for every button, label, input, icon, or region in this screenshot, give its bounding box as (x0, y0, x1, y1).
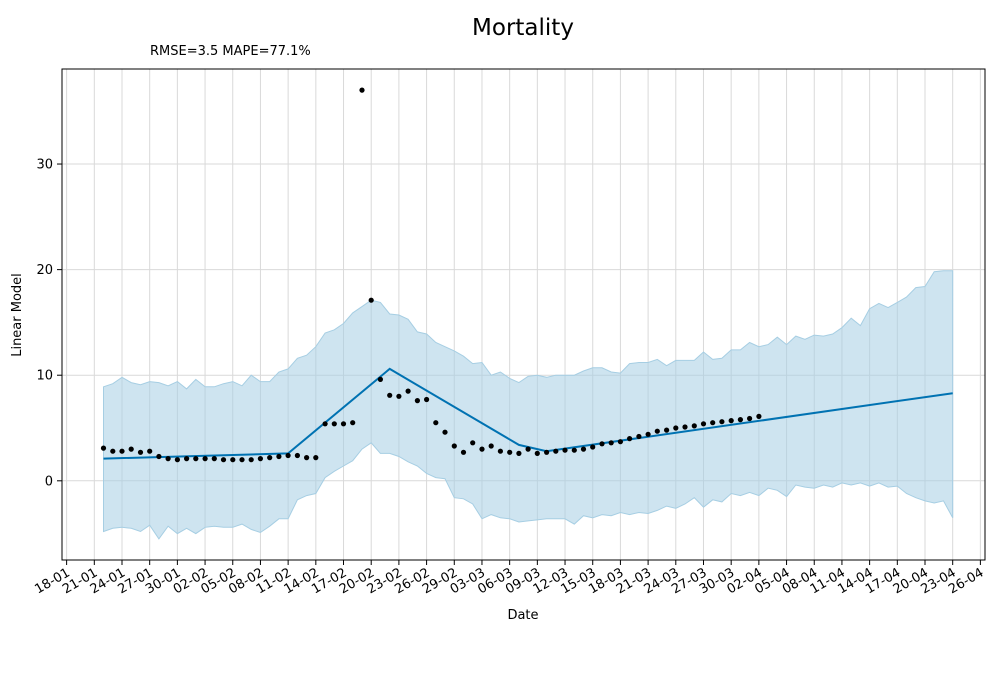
observed-point (534, 450, 540, 456)
observed-point (424, 396, 430, 403)
uncertainty-band-layer (103, 270, 954, 540)
observed-point (359, 87, 365, 93)
y-axis-title: Linear Model (10, 273, 25, 357)
observed-point (405, 388, 411, 394)
observed-points-layer (100, 87, 762, 463)
observed-point (313, 455, 319, 461)
observed-point (220, 457, 227, 463)
observed-point (147, 448, 153, 454)
observed-point (645, 431, 651, 437)
observed-point (137, 449, 144, 455)
observed-point (230, 457, 236, 463)
observed-point (516, 450, 522, 456)
observed-point (202, 456, 208, 462)
trend-line-layer (103, 367, 953, 460)
observed-point (553, 448, 559, 454)
observed-point (544, 449, 550, 455)
observed-point (571, 447, 577, 453)
plot-area-frame (61, 68, 986, 561)
observed-point (451, 443, 457, 449)
x-axis-ticks: 18-0121-0124-0127-0130-0102-0205-0208-02… (32, 560, 986, 597)
observed-point (387, 392, 393, 398)
observed-point (340, 421, 347, 427)
observed-point (700, 421, 707, 427)
observed-point (737, 417, 744, 423)
observed-point (128, 446, 134, 452)
y-tick-label: 20 (36, 263, 53, 278)
observed-point (377, 376, 383, 382)
chart-title: Mortality (472, 15, 574, 41)
trend-line (103, 367, 953, 460)
observed-point (165, 456, 171, 462)
observed-point (442, 429, 448, 435)
observed-point (590, 444, 596, 450)
observed-point (599, 441, 605, 447)
observed-point (664, 427, 670, 433)
observed-point (608, 440, 614, 446)
observed-point (479, 446, 485, 452)
observed-point (294, 452, 300, 459)
observed-point (627, 436, 633, 442)
observed-point (488, 443, 494, 449)
observed-point (174, 457, 180, 463)
observed-point (100, 445, 107, 451)
observed-point (110, 448, 116, 454)
observed-point (267, 455, 273, 461)
observed-point (756, 413, 762, 419)
observed-point (248, 457, 254, 463)
observed-point (507, 449, 513, 455)
y-tick-label: 30 (36, 158, 53, 173)
observed-point (728, 418, 734, 424)
observed-point (276, 453, 282, 460)
observed-point (636, 433, 642, 440)
observed-point (617, 439, 624, 445)
uncertainty-band (103, 270, 954, 540)
y-axis-ticks: 0 10 20 30 (36, 158, 62, 489)
observed-point (525, 446, 531, 452)
observed-point (193, 456, 199, 462)
observed-point (654, 428, 660, 434)
observed-point (580, 446, 587, 452)
observed-point (673, 425, 679, 431)
observed-point (719, 419, 725, 425)
observed-point (691, 423, 697, 429)
y-tick-label: 10 (36, 369, 53, 384)
observed-point (156, 453, 162, 460)
observed-point (497, 448, 503, 454)
observed-point (470, 440, 476, 446)
observed-point (322, 421, 328, 427)
y-tick-label: 0 (45, 474, 53, 489)
chart-subtitle: RMSE=3.5 MAPE=77.1% (150, 44, 311, 59)
observed-point (184, 456, 190, 462)
observed-point (350, 420, 356, 426)
observed-point (396, 393, 402, 399)
observed-point (414, 398, 420, 404)
observed-point (211, 456, 217, 462)
observed-point (368, 297, 374, 303)
observed-point (285, 452, 291, 459)
observed-point (119, 448, 125, 454)
observed-point (257, 456, 263, 462)
observed-point (331, 421, 337, 427)
observed-point (710, 420, 716, 426)
observed-point (433, 420, 439, 426)
observed-point (747, 415, 753, 422)
observed-point (239, 457, 245, 463)
observed-point (682, 424, 688, 430)
observed-point (304, 455, 310, 461)
observed-point (562, 447, 568, 453)
x-axis-title: Date (507, 608, 538, 623)
observed-point (460, 449, 467, 455)
